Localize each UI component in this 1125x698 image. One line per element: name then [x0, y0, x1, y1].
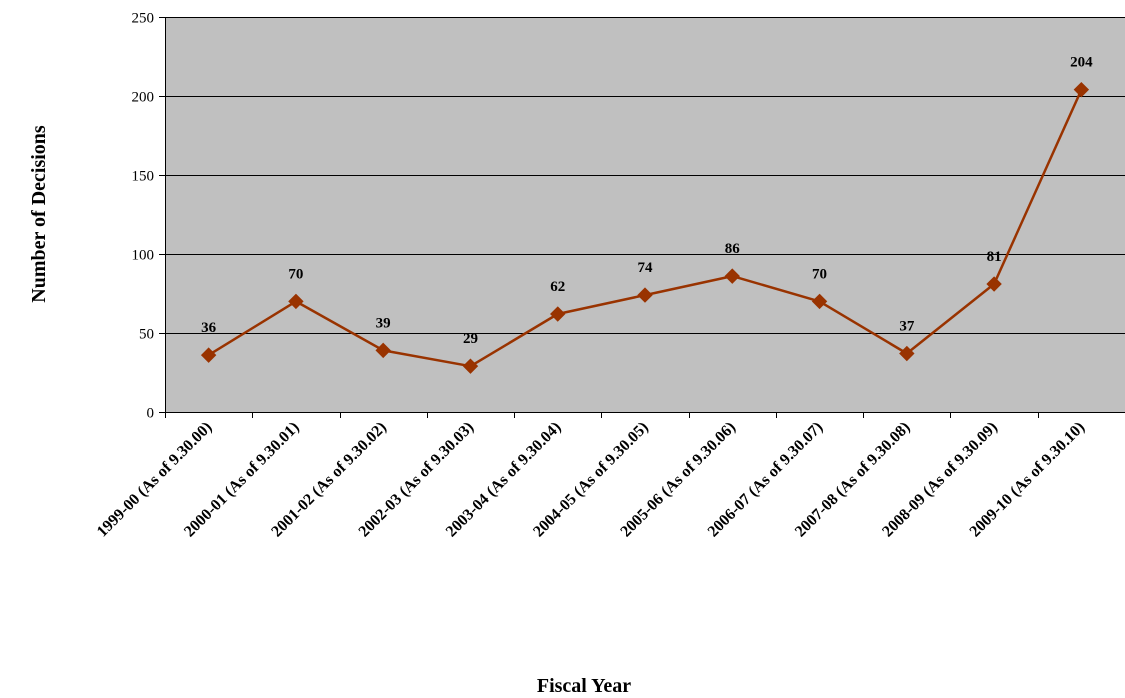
y-tick-label: 200: [132, 90, 155, 106]
data-point-marker: [811, 293, 828, 310]
data-point-marker: [899, 345, 915, 362]
y-tick-labels: 0 50 100 150 200 250: [132, 11, 155, 422]
data-labels: 36 70 39 29 62 74 86 70 37 81 204: [201, 55, 1093, 347]
x-axis-title: Fiscal Year: [537, 675, 631, 697]
data-point-marker: [200, 347, 217, 363]
data-point-marker: [462, 358, 479, 374]
data-point-marker: [288, 293, 304, 310]
y-tick-label: 250: [132, 11, 155, 27]
data-point-marker: [637, 287, 653, 303]
axes: [159, 17, 1125, 418]
y-axis-title: Number of Decisions: [28, 125, 50, 303]
plot-area: [165, 17, 1125, 412]
data-label: 29: [463, 331, 478, 347]
y-tick-label: 150: [132, 169, 155, 185]
data-point-marker: [1073, 81, 1090, 98]
data-label: 86: [725, 241, 741, 257]
data-label: 204: [1070, 55, 1093, 71]
data-label: 36: [201, 320, 217, 336]
y-tick-label: 100: [132, 248, 155, 264]
data-label: 81: [987, 249, 1002, 265]
data-label: 70: [288, 266, 303, 282]
gridlines: [165, 17, 1125, 334]
data-label: 39: [376, 315, 391, 331]
data-point-marker: [550, 306, 566, 322]
data-label: 62: [550, 279, 565, 295]
data-markers: [200, 81, 1090, 374]
y-tick-label: 0: [147, 406, 155, 422]
data-point-marker: [724, 268, 740, 284]
x-tick-labels: 1999-00 (As of 9.30.00)2000-01 (As of 9.…: [94, 419, 1088, 541]
data-label: 74: [638, 260, 654, 276]
y-tick-label: 50: [139, 327, 154, 343]
data-point-marker: [986, 276, 1002, 292]
data-label: 70: [812, 266, 827, 282]
data-label: 37: [899, 319, 915, 335]
data-point-marker: [375, 342, 391, 359]
